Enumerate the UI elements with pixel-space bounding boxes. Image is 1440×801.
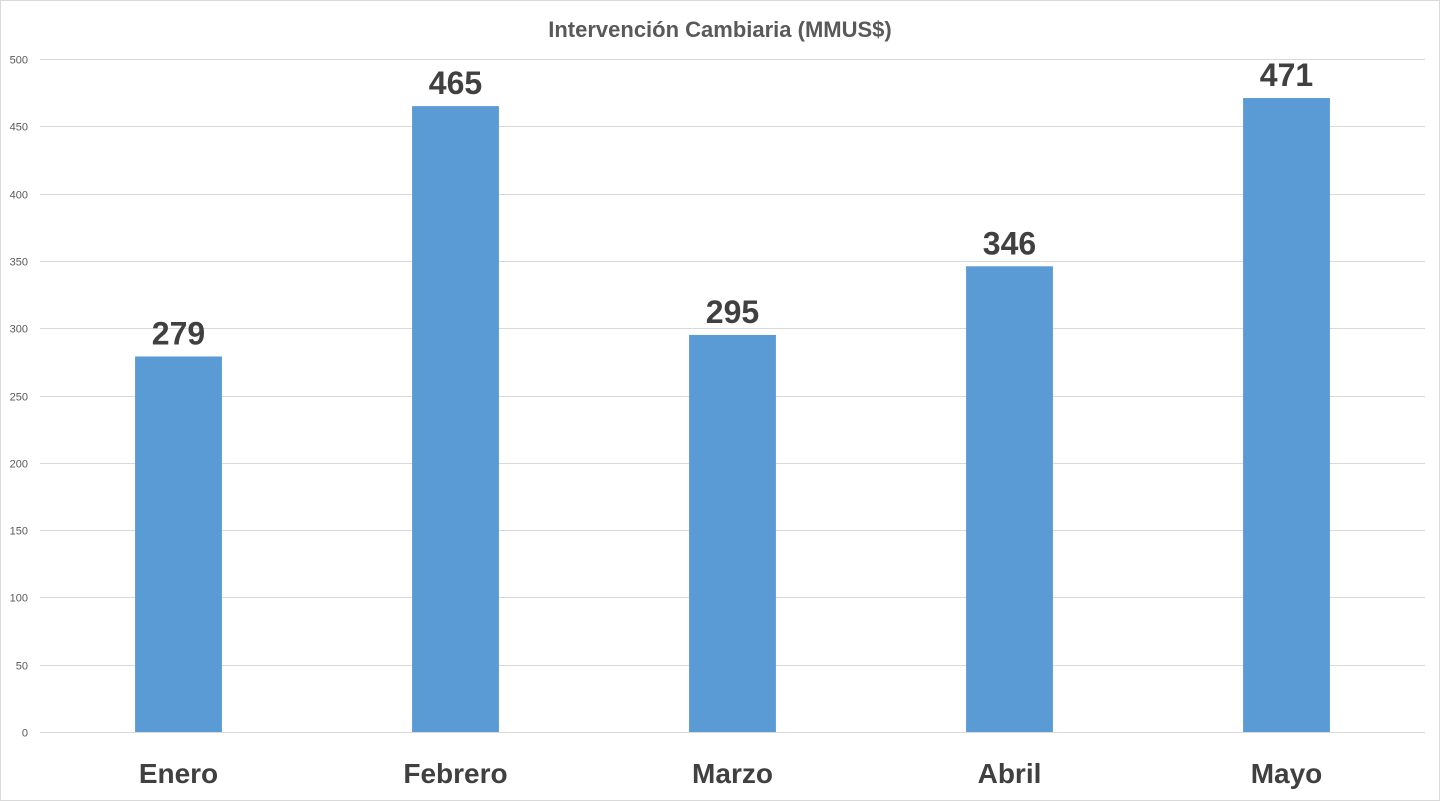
x-tick-label: Enero: [139, 758, 218, 789]
bar-abril: [966, 266, 1053, 732]
data-label: 471: [1260, 57, 1313, 93]
bar-enero: [135, 356, 222, 732]
x-tick-label: Marzo: [692, 758, 773, 789]
x-tick-label: Febrero: [403, 758, 507, 789]
y-tick-label: 200: [10, 459, 28, 471]
y-tick-label: 450: [10, 122, 28, 134]
y-tick-label: 300: [10, 324, 28, 336]
x-tick-label: Abril: [978, 758, 1042, 789]
bar-mayo: [1243, 98, 1330, 732]
data-label: 346: [983, 225, 1036, 261]
y-tick-label: 350: [10, 257, 28, 269]
y-tick-label: 50: [16, 661, 28, 673]
data-labels: 279 465 295 346 471: [152, 57, 1313, 351]
chart-title: Intervención Cambiaria (MMUS$): [548, 17, 892, 42]
y-tick-label: 500: [10, 55, 28, 67]
data-label: 295: [706, 294, 759, 330]
y-tick-label: 150: [10, 526, 28, 538]
x-axis: Enero Febrero Marzo Abril Mayo: [139, 758, 1322, 789]
y-tick-label: 100: [10, 593, 28, 605]
gridlines: [40, 59, 1425, 733]
bar-febrero: [412, 106, 499, 733]
bar-marzo: [689, 334, 776, 732]
bars: [135, 98, 1330, 733]
y-tick-label: 400: [10, 190, 28, 202]
data-label: 465: [429, 65, 482, 101]
y-axis: 0 50 100 150 200 250 300 350 400 450 500: [10, 55, 28, 740]
y-tick-label: 250: [10, 392, 28, 404]
x-tick-label: Mayo: [1251, 758, 1323, 789]
data-label: 279: [152, 315, 205, 351]
y-tick-label: 0: [22, 728, 28, 740]
